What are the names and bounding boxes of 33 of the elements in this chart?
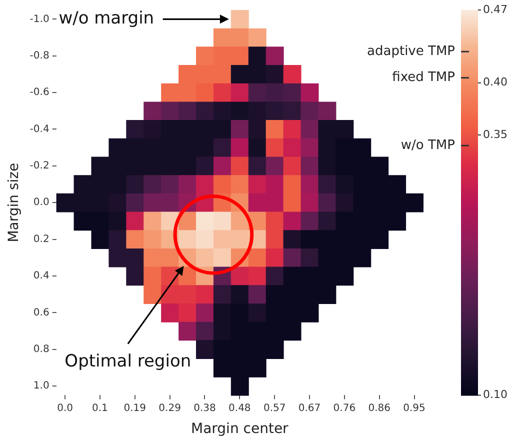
color-bar-label: 0.40 [483,76,508,89]
x-tick-label: 0.48 [228,402,251,414]
annotation: Optimal region [64,352,192,372]
x-tick-label: 0.76 [333,402,356,414]
y-tick-label: -0.4 [30,124,50,135]
y-axis-title: Margin size [6,162,22,242]
annotation: adaptive TMP [367,44,456,59]
color-bar-label: 0.47 [483,2,508,16]
y-tick-label: 1.0 [33,380,50,392]
annotation: w/o TMP [400,138,456,153]
y-tick-label: 0.0 [33,197,50,208]
x-tick-label: 0.19 [124,402,146,414]
x-tick-label: 0.0 [57,402,73,414]
x-axis-title: Margin center [191,421,289,438]
y-tick-label: -0.8 [30,50,50,62]
color-bar-label: 0.35 [483,128,508,141]
x-tick-label: 0.95 [403,402,426,414]
y-tick-label: 0.2 [33,234,50,245]
y-tick-label: -0.6 [30,87,50,98]
x-tick-label: 0.38 [194,402,216,414]
y-tick-label: 0.4 [33,270,50,282]
annotation: w/o margin [58,8,154,29]
x-tick-label: 0.67 [298,402,321,414]
x-tick-label: 0.57 [263,402,286,414]
y-tick-label: 0.6 [33,307,50,318]
x-tick-label: 0.29 [158,402,181,414]
x-tick-label: 0.1 [92,402,108,414]
color-bar-label: 0.10 [483,388,508,402]
annotation: fixed TMP [392,70,456,86]
y-tick-label: -0.2 [30,160,50,172]
x-tick-label: 0.86 [368,402,390,414]
y-tick-label: 0.8 [33,344,50,355]
y-tick-label: -1.0 [30,14,50,25]
